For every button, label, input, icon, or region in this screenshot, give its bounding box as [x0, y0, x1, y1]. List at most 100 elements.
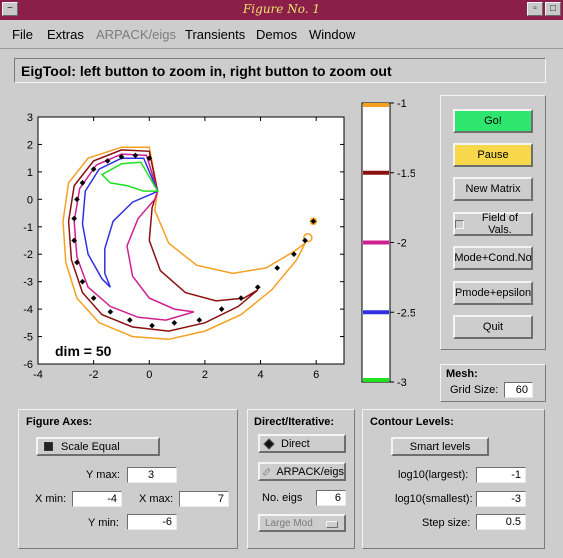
y-tick-label: -5: [23, 332, 33, 344]
eigenvalue-marker: [90, 295, 97, 301]
smallest-input[interactable]: -3: [476, 491, 526, 507]
menu-extras[interactable]: Extras: [47, 27, 84, 42]
mesh-title: Mesh:: [446, 368, 478, 380]
direct-iterative-title: Direct/Iterative:: [254, 416, 335, 428]
eigenvalue-marker: [274, 265, 281, 271]
direct-radio[interactable]: Direct: [258, 434, 346, 453]
contour-level-neg3: [100, 161, 159, 192]
eigenvalue-marker: [74, 196, 80, 203]
checkbox-icon: [455, 219, 464, 229]
x-tick-label: -4: [33, 369, 43, 381]
menu-window[interactable]: Window: [309, 27, 356, 42]
x-tick-label: 4: [257, 369, 263, 381]
ymin-input[interactable]: -6: [127, 514, 177, 530]
eigenvalue-marker: [149, 322, 155, 329]
eigenvalue-marker: [254, 284, 261, 290]
grid-size-label: Grid Size:: [450, 384, 499, 396]
menu-transients[interactable]: Transients: [185, 27, 246, 42]
go-button[interactable]: Go!: [453, 109, 533, 133]
menu-file[interactable]: File: [12, 27, 33, 42]
no-eigs-label: No. eigs: [262, 492, 303, 504]
contour-level-neg2p5: [81, 157, 159, 288]
step-size-label: Step size:: [422, 517, 471, 529]
largest-label: log10(largest):: [398, 469, 469, 481]
eigenvalue-marker: [104, 158, 111, 164]
contour-level-neg2: [73, 153, 195, 321]
direct-iterative-panel: Direct/Iterative: Direct ARPACK/eigs No.…: [247, 409, 355, 549]
smallest-label: log10(smallest):: [395, 493, 473, 505]
eigenvalue-marker: [107, 309, 114, 315]
dim-annotation: dim = 50: [55, 343, 112, 359]
menu-arpack[interactable]: ARPACK/eigs: [96, 27, 176, 42]
ymax-input[interactable]: 3: [127, 467, 177, 483]
colorbar-label: -3: [397, 377, 407, 389]
window-menu-button[interactable]: −: [2, 2, 18, 16]
y-tick-label: -6: [23, 359, 33, 371]
title-bar[interactable]: − Figure No. 1 ▫ □: [0, 0, 563, 21]
eigenvalue-marker: [90, 166, 97, 172]
contour-level-neg1: [62, 146, 306, 341]
which-eigs-select[interactable]: Large Mod: [258, 514, 346, 532]
y-tick-label: 0: [27, 194, 33, 206]
colorbar-level-band: [363, 103, 389, 107]
no-eigs-input[interactable]: 6: [316, 490, 346, 506]
y-tick-label: 3: [27, 112, 33, 124]
grid-size-input[interactable]: 60: [504, 382, 533, 398]
y-tick-label: -4: [23, 304, 33, 316]
contour-level-neg1-island: [303, 233, 313, 243]
eigenvalue-marker: [79, 180, 86, 186]
contour-level-neg1p5: [67, 149, 259, 332]
plot-area[interactable]: [37, 116, 345, 365]
colorbar-level-band: [363, 378, 389, 382]
pause-button[interactable]: Pause: [453, 143, 533, 167]
maximize-button[interactable]: □: [545, 2, 561, 16]
contour-level-neg1-island: [309, 217, 318, 226]
menu-demos[interactable]: Demos: [256, 27, 298, 42]
radio-selected-icon: [263, 437, 275, 450]
eigenvalue-marker: [291, 251, 297, 258]
scale-equal-toggle[interactable]: Scale Equal: [36, 437, 160, 456]
radio-unselected-icon: [262, 467, 271, 476]
colorbar-level-band: [363, 240, 389, 245]
mode-cond-button[interactable]: Mode+Cond.No: [453, 246, 533, 270]
new-matrix-button[interactable]: New Matrix: [453, 177, 533, 201]
checked-box-icon: [44, 442, 53, 451]
pmode-epsilon-button[interactable]: Pmode+epsilon: [453, 281, 533, 305]
y-tick-label: -3: [23, 277, 33, 289]
eigenvalue-marker: [126, 317, 133, 323]
eigenvalue-marker: [79, 278, 86, 285]
eigenvalue-marker: [71, 215, 77, 222]
colorbar-level-band: [363, 310, 389, 315]
eigenvalue-marker: [238, 295, 244, 301]
status-box: EigTool: left button to zoom in, right b…: [14, 58, 546, 83]
contour-levels-title: Contour Levels:: [370, 416, 454, 428]
eigenvalue-marker: [218, 306, 225, 312]
minimize-button[interactable]: ▫: [527, 2, 543, 16]
eigenvalue-marker: [196, 317, 203, 323]
pseudospectra-plot[interactable]: -4 -2 0 2 4 6 3 2 1 0 -1 -2 -3 -4 -5 -6 dim = 50: [0, 100, 345, 390]
x-tick-label: -2: [89, 369, 99, 381]
eigenvalue-marker: [302, 237, 308, 244]
quit-button[interactable]: Quit: [453, 315, 533, 339]
ymin-label: Y min:: [88, 517, 119, 529]
x-tick-label: 2: [202, 369, 208, 381]
smart-levels-button[interactable]: Smart levels: [391, 437, 489, 456]
xmax-input[interactable]: 7: [179, 491, 229, 507]
xmin-input[interactable]: -4: [72, 491, 122, 507]
figure-axes-title: Figure Axes:: [26, 416, 93, 428]
field-of-vals-toggle[interactable]: Field of Vals.: [453, 212, 533, 236]
contour-levels-panel: Contour Levels: Smart levels log10(large…: [362, 409, 545, 549]
colorbar-label: -1: [397, 98, 407, 110]
y-tick-label: 2: [27, 139, 33, 151]
window-title: Figure No. 1: [242, 2, 320, 16]
x-tick-label: 6: [313, 369, 319, 381]
step-size-input[interactable]: 0.5: [476, 514, 526, 530]
xmax-label: X max:: [139, 493, 174, 505]
y-tick-label: -2: [23, 249, 33, 261]
mesh-panel: Mesh: Grid Size: 60: [440, 364, 546, 402]
figure-axes-panel: Figure Axes: Scale Equal Y max: 3 X min:…: [18, 409, 238, 549]
largest-input[interactable]: -1: [476, 467, 526, 483]
controls-panel: Go! Pause New Matrix Field of Vals. Mode…: [440, 95, 546, 350]
arpack-radio[interactable]: ARPACK/eigs: [258, 462, 346, 481]
colorbar-label: -1.5: [397, 168, 415, 180]
